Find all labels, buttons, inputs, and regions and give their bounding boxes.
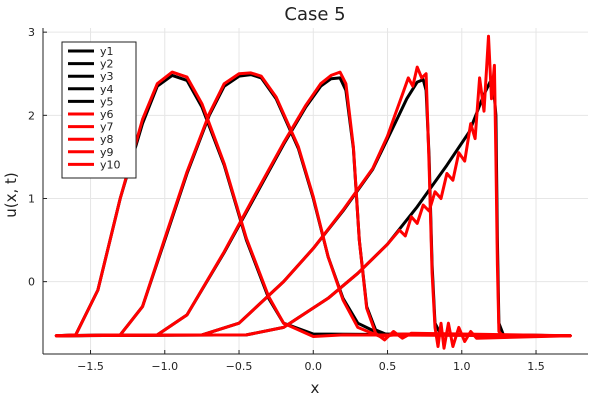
legend-label-y2: y2 [100,58,114,71]
series-line-y6 [54,70,572,338]
legend-label-y8: y8 [100,133,114,146]
x-tick-label: 1.0 [453,360,471,373]
legend-label-y5: y5 [100,95,114,108]
y-tick-label: 1 [28,192,35,205]
legend-label-y6: y6 [100,108,114,121]
legend-label-y7: y7 [100,121,114,134]
chart-title: Case 5 [284,4,345,25]
x-tick-label: 0.5 [379,360,397,373]
y-axis-title: u(x, t) [2,172,20,218]
y-tick-label: 2 [28,109,35,122]
legend-label-y9: y9 [100,146,114,159]
y-tick-label: 0 [28,276,35,289]
axes [42,28,588,355]
legend-label-y10: y10 [100,158,121,171]
x-axis-title: x [311,379,320,397]
series-line-y8 [54,70,572,342]
series-line-y10 [54,34,572,338]
x-tick-label: 0.0 [305,360,323,373]
legend-label-y3: y3 [100,70,114,83]
series-layer [54,34,572,350]
x-tick-label: −1.0 [151,360,178,373]
x-tick-label: −1.5 [77,360,104,373]
legend-label-y4: y4 [100,83,114,96]
y-tick-label: 3 [28,26,35,39]
series-line-y9 [54,65,572,350]
x-tick-label: −0.5 [226,360,253,373]
legend-label-y1: y1 [100,45,114,58]
series-line-y7 [54,71,572,338]
ticks: −1.5 −1.0 −0.5 0.0 0.5 1.0 1.5 0 1 2 3 [28,26,545,373]
x-tick-label: 1.5 [527,360,545,373]
